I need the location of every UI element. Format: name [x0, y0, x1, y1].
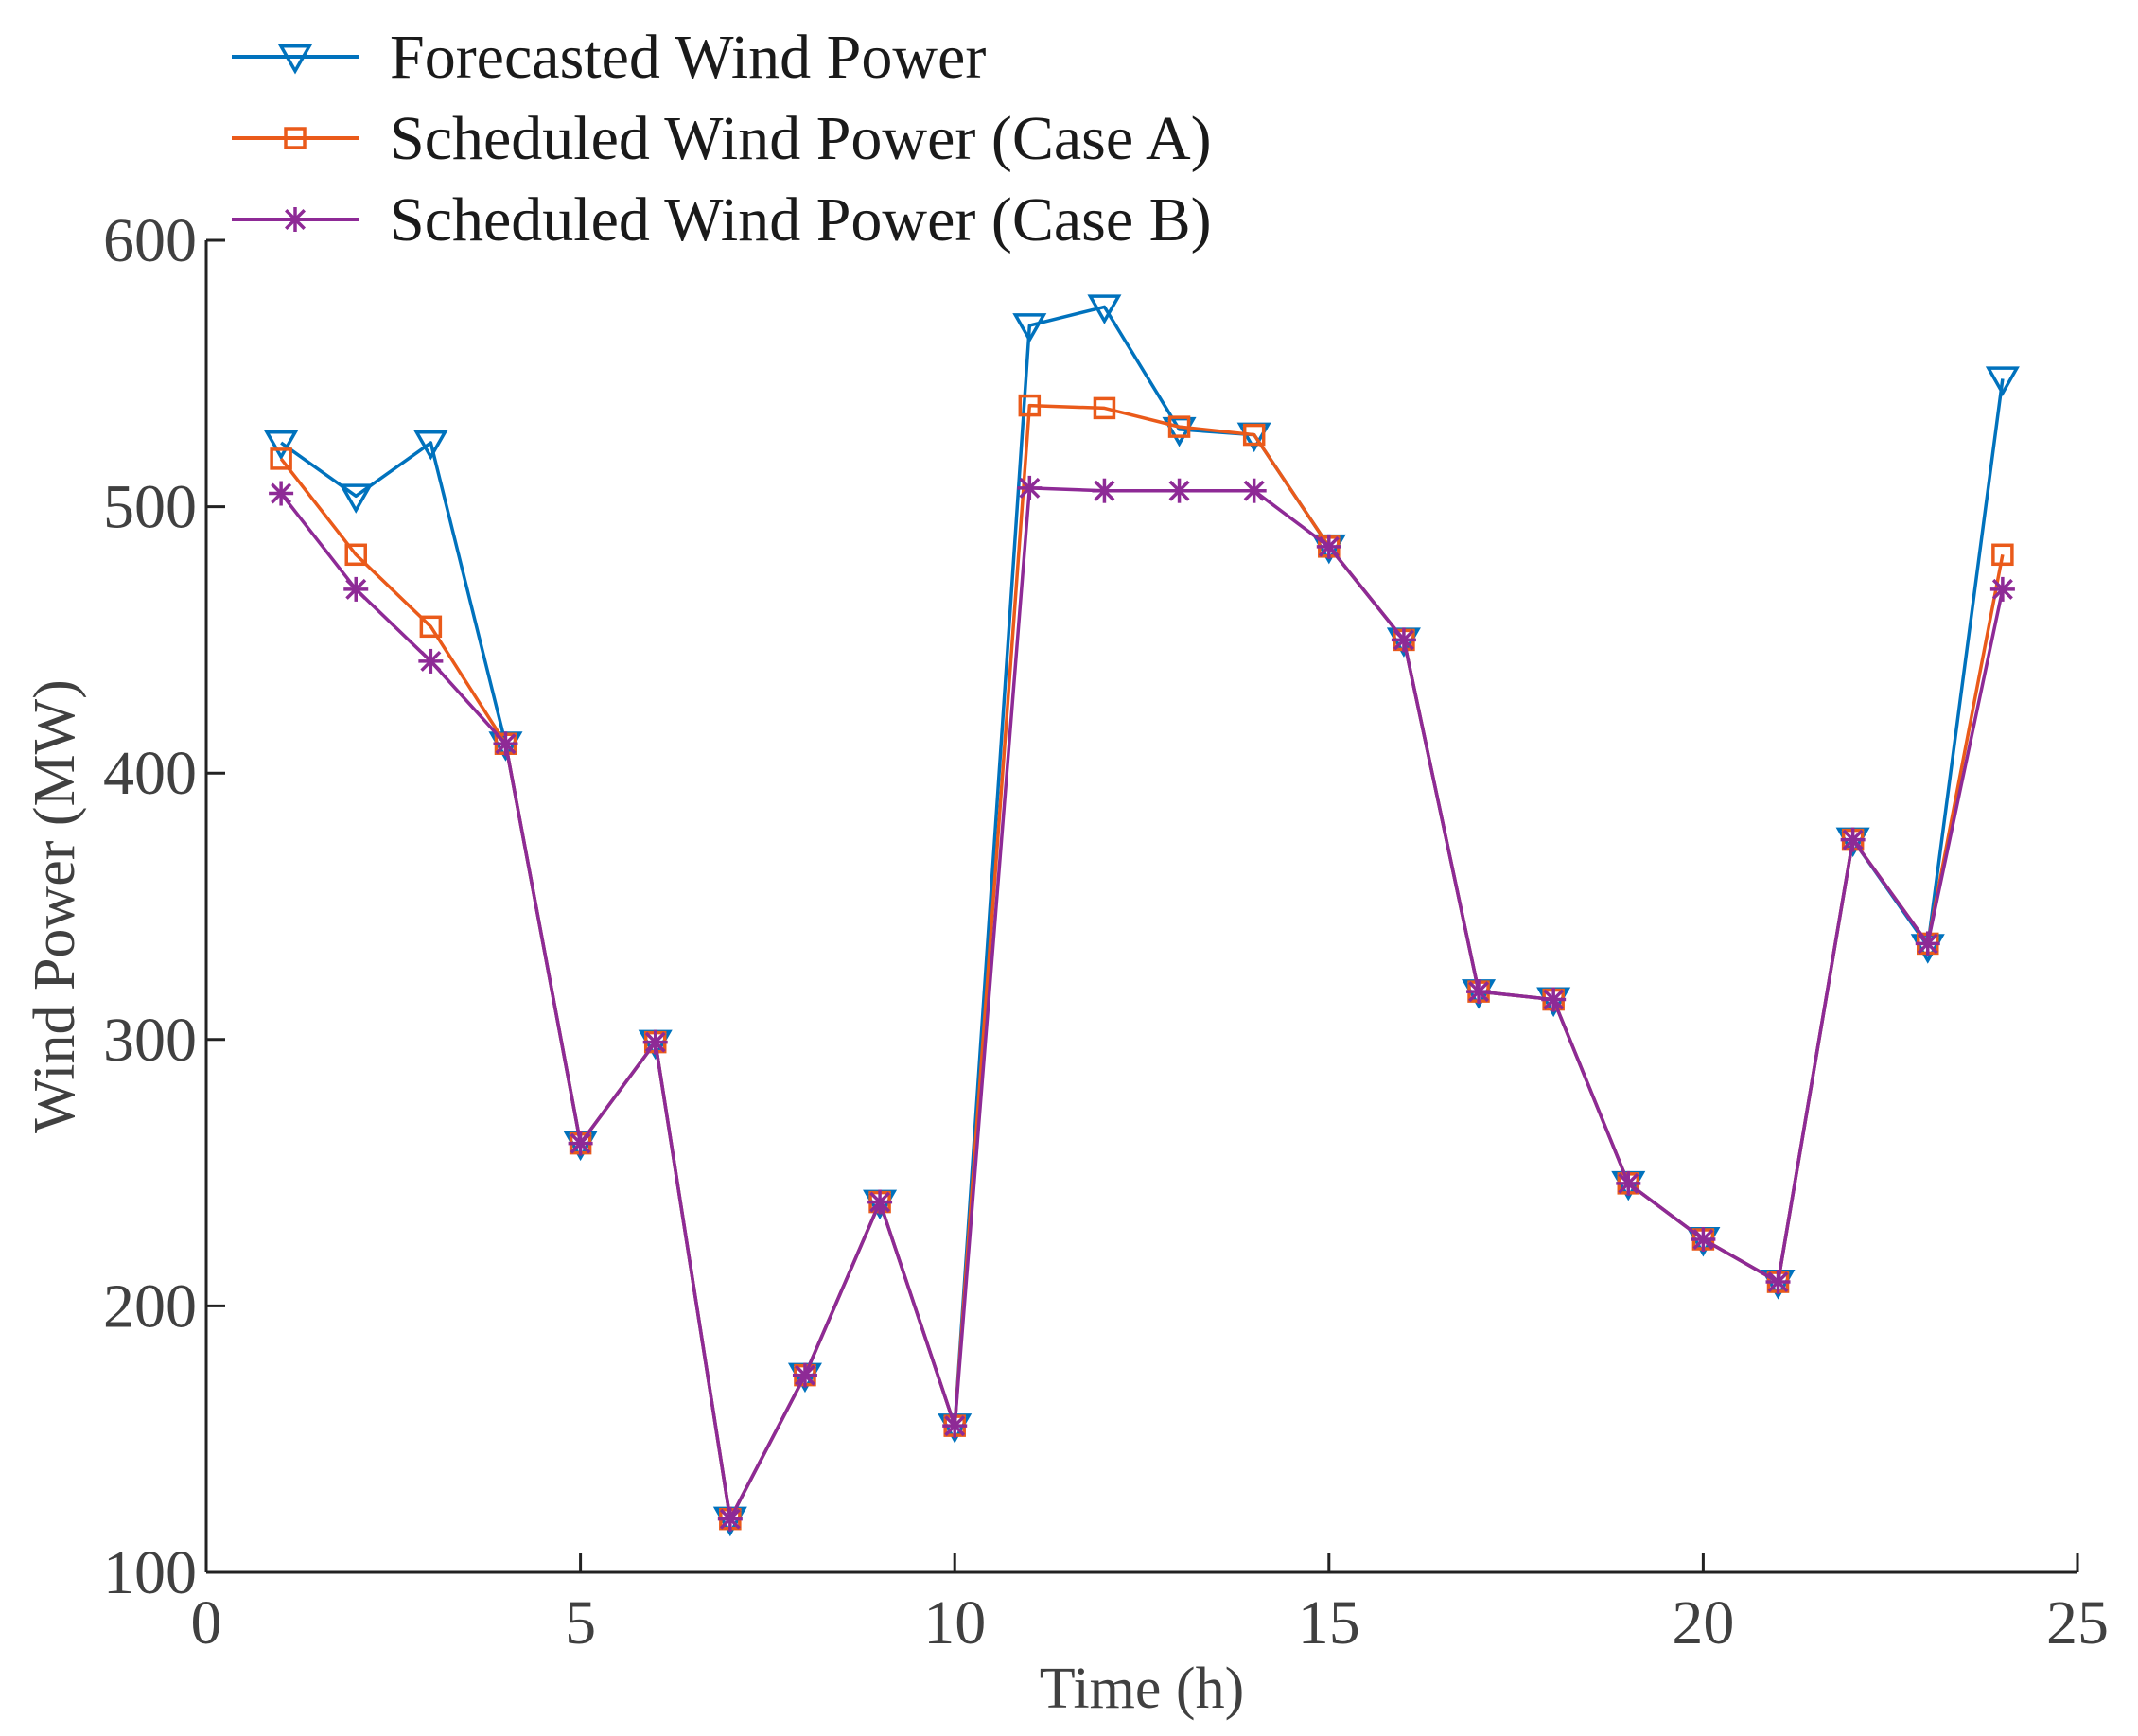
series-3 [269, 475, 2015, 1532]
series [264, 294, 2020, 1537]
data-point [1915, 931, 1940, 956]
x-tick-label: 5 [565, 1588, 596, 1657]
asterisk-stroke [1692, 1229, 1714, 1250]
asterisk-stroke [271, 482, 292, 504]
asterisk-stroke [719, 1508, 741, 1530]
asterisk-stroke [1767, 1271, 1789, 1293]
y-tick-label: 200 [103, 1271, 197, 1341]
legend-entry-3: Scheduled Wind Power (Case B) [232, 185, 1212, 254]
data-point [1092, 478, 1117, 503]
asterisk-stroke [644, 1031, 666, 1053]
y-tick-label: 100 [103, 1538, 197, 1607]
data-point [1691, 1227, 1716, 1252]
data-point [1012, 313, 1047, 343]
legend-marker [277, 44, 313, 75]
data-point [1840, 827, 1866, 852]
asterisk-stroke [944, 1415, 966, 1437]
series-2 [270, 394, 2014, 1531]
data-point [1166, 478, 1192, 503]
series-line [279, 486, 2005, 1521]
y-tick-label: 500 [103, 473, 197, 542]
data-point [1093, 396, 1116, 420]
data-point [792, 1362, 817, 1388]
data-point [1242, 423, 1266, 447]
data-point [1241, 478, 1267, 503]
asterisk-stroke [1094, 480, 1115, 501]
legend-entry-2: Scheduled Wind Power (Case A) [232, 104, 1212, 173]
y-tick-label: 600 [103, 206, 197, 275]
data-point [717, 1506, 743, 1532]
asterisk-stroke [1019, 477, 1041, 499]
asterisk-stroke [794, 1364, 815, 1386]
asterisk-stroke [1243, 480, 1265, 501]
data-point [419, 615, 443, 639]
data-point [413, 430, 448, 461]
data-point [1989, 576, 2015, 602]
data-point [493, 731, 518, 757]
data-point [1541, 987, 1567, 1012]
data-point [568, 1131, 593, 1156]
x-tick-label: 20 [1672, 1588, 1734, 1657]
legend-label: Forecasted Wind Power [390, 23, 986, 92]
data-point [343, 576, 369, 602]
legend-marker [284, 127, 307, 149]
asterisk-stroke [285, 209, 306, 230]
data-point [339, 483, 374, 514]
asterisk-stroke [1543, 989, 1565, 1010]
y-tick-label: 400 [103, 739, 197, 808]
ticks: 0 5 10 15 20 25 100 200 300 400 500 600 [103, 206, 2109, 1657]
data-point [270, 447, 292, 470]
y-axis-title: Wind Power (MW) [23, 679, 87, 1133]
x-tick-label: 0 [191, 1588, 222, 1657]
asterisk-stroke [420, 650, 442, 672]
series-line [280, 305, 2005, 1521]
data-point [1018, 394, 1042, 417]
legend-entry-1: Forecasted Wind Power [232, 23, 986, 92]
data-point [1087, 294, 1122, 324]
asterisk-stroke [1393, 629, 1414, 651]
legend-marker [283, 207, 307, 232]
data-point [1391, 627, 1416, 653]
legend: Forecasted Wind Power Scheduled Wind Powe… [232, 23, 1212, 254]
data-point [1466, 979, 1492, 1005]
data-point [1167, 415, 1191, 438]
asterisk-stroke [1991, 578, 2013, 600]
data-point [642, 1029, 668, 1055]
x-tick-label: 10 [923, 1588, 986, 1657]
asterisk-stroke [1318, 535, 1340, 557]
data-point [264, 430, 299, 461]
series-line [279, 403, 2005, 1521]
data-point [1316, 534, 1341, 559]
x-axis-title: Time (h) [1040, 1657, 1244, 1721]
data-point [344, 543, 367, 567]
series-1 [264, 294, 2020, 1537]
x-tick-label: 25 [2046, 1588, 2109, 1657]
data-point [1765, 1270, 1791, 1295]
y-tick-label: 300 [103, 1006, 197, 1075]
data-point [1017, 475, 1043, 500]
asterisk-stroke [1842, 829, 1864, 850]
asterisk-stroke [869, 1191, 891, 1213]
asterisk-stroke [495, 733, 517, 755]
data-point [269, 481, 294, 506]
data-point [1985, 366, 2020, 396]
data-point [1991, 543, 2014, 567]
data-point [1616, 1170, 1641, 1196]
asterisk-stroke [345, 578, 367, 600]
asterisk-stroke [1917, 933, 1938, 955]
x-tick-label: 15 [1298, 1588, 1360, 1657]
axes [204, 240, 2077, 1574]
asterisk-stroke [1468, 981, 1490, 1003]
data-point [418, 648, 444, 674]
legend-label: Scheduled Wind Power (Case B) [390, 185, 1212, 254]
data-point [867, 1189, 893, 1215]
asterisk-stroke [1618, 1172, 1639, 1194]
legend-label: Scheduled Wind Power (Case A) [390, 104, 1212, 173]
data-point [942, 1413, 968, 1439]
asterisk-stroke [570, 1132, 591, 1154]
asterisk-stroke [1168, 480, 1190, 501]
